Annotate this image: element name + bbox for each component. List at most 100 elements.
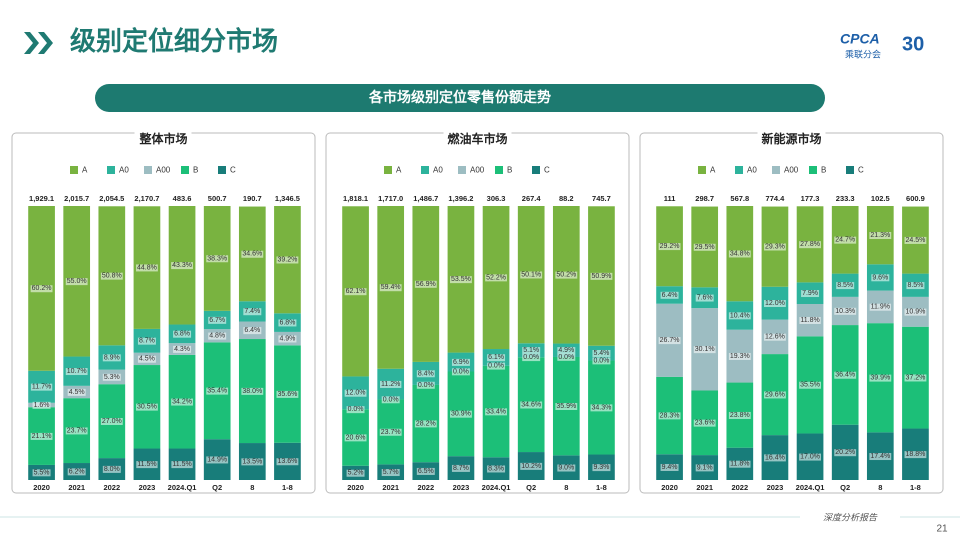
- value-label-bg: [799, 453, 821, 461]
- value-label: 8.3%: [488, 465, 504, 472]
- legend-swatch: [181, 166, 189, 174]
- value-label: 24.7%: [835, 237, 855, 244]
- value-label: 13.5%: [242, 458, 262, 465]
- value-label: 0.0%: [488, 363, 504, 370]
- total-label: 298.7: [695, 194, 714, 203]
- x-tick-label: 2021: [68, 483, 85, 492]
- value-label: 35.4%: [207, 388, 227, 395]
- value-label: 10.2%: [521, 463, 541, 470]
- value-label-bg: [592, 357, 611, 365]
- value-label: 0.0%: [523, 354, 539, 361]
- value-label: 5.3%: [104, 374, 120, 381]
- value-label: 52.2%: [486, 274, 506, 281]
- anniversary: 30: [902, 33, 924, 55]
- value-label: 33.4%: [486, 408, 506, 415]
- value-label: 10.3%: [835, 308, 855, 315]
- value-label: 59.4%: [381, 284, 401, 291]
- legend-swatch: [698, 166, 706, 174]
- value-label-bg: [32, 469, 51, 477]
- value-label-bg: [520, 462, 543, 470]
- value-label-bg: [728, 352, 751, 360]
- value-label: 11.5%: [172, 461, 191, 468]
- value-label: 6.4%: [662, 292, 678, 299]
- x-tick-label: 2021: [696, 483, 713, 492]
- value-label: 17.4%: [870, 453, 890, 460]
- value-label: 5.7%: [383, 469, 399, 476]
- value-label: 0.0%: [418, 382, 434, 389]
- value-label: 11.8%: [800, 317, 819, 324]
- value-label-bg: [67, 468, 86, 476]
- value-label-bg: [799, 381, 821, 389]
- value-label-bg: [416, 370, 435, 378]
- value-label: 24.5%: [906, 237, 926, 244]
- x-tick-label: 2024.Q1: [168, 483, 197, 492]
- value-label-bg: [65, 368, 88, 376]
- value-label: 12.6%: [765, 334, 785, 341]
- legend-label: A: [710, 166, 716, 175]
- value-label: 36.4%: [835, 372, 855, 379]
- x-tick-label: 1-8: [596, 483, 607, 492]
- value-label-bg: [764, 300, 786, 308]
- value-label-bg: [487, 465, 506, 473]
- value-label: 5.1%: [523, 347, 539, 354]
- total-label: 483.6: [173, 194, 192, 203]
- value-label: 10.7%: [67, 368, 87, 375]
- value-label: 30.9%: [451, 411, 471, 418]
- value-label: 44.8%: [137, 264, 157, 271]
- value-label: 34.8%: [730, 250, 750, 257]
- value-label: 18.8%: [906, 451, 926, 458]
- value-label-bg: [658, 243, 681, 251]
- total-label: 1,717.0: [378, 194, 403, 203]
- value-label: 5.4%: [593, 350, 609, 357]
- value-label: 28.3%: [660, 412, 680, 419]
- value-label-bg: [278, 319, 297, 327]
- title-icon: [24, 32, 53, 54]
- value-label-bg: [695, 464, 714, 472]
- value-label: 27.8%: [800, 241, 820, 248]
- value-label: 30.5%: [137, 404, 157, 411]
- legend-label: C: [544, 166, 550, 175]
- value-label: 5.5%: [34, 469, 50, 476]
- value-label: 4.8%: [209, 333, 225, 340]
- legend-swatch: [384, 166, 392, 174]
- total-label: 500.7: [208, 194, 227, 203]
- value-label: 9.6%: [872, 274, 888, 281]
- value-label-bg: [173, 345, 192, 353]
- total-label: 233.3: [836, 194, 855, 203]
- value-label: 9.0%: [558, 465, 574, 472]
- value-label: 8.5%: [837, 282, 853, 289]
- value-label-bg: [102, 354, 121, 362]
- value-label: 50.1%: [521, 271, 541, 278]
- value-label: 14.9%: [207, 456, 227, 463]
- value-label-bg: [557, 347, 576, 355]
- value-label: 19.3%: [730, 353, 750, 360]
- value-label-bg: [381, 469, 400, 477]
- legend-label: A00: [470, 166, 485, 175]
- value-label: 8.7%: [453, 465, 469, 472]
- chart-title: 燃油车市场: [447, 131, 507, 146]
- x-tick-label: 8: [878, 483, 882, 492]
- total-label: 1,396.2: [448, 194, 473, 203]
- value-label: 7.9%: [802, 290, 818, 297]
- value-label-bg: [660, 291, 679, 299]
- value-label: 21.1%: [32, 433, 52, 440]
- value-label: 0.0%: [558, 354, 574, 361]
- x-tick-label: 2022: [103, 483, 120, 492]
- x-tick-label: Q2: [526, 483, 536, 492]
- chart-title: 新能源市场: [761, 131, 821, 146]
- value-label-bg: [346, 406, 365, 414]
- value-label: 29.3%: [765, 243, 785, 250]
- total-label: 774.4: [766, 194, 786, 203]
- value-label: 9.3%: [593, 464, 609, 471]
- value-label-bg: [100, 272, 123, 280]
- value-label-bg: [590, 404, 613, 412]
- title-bg: [134, 131, 192, 135]
- value-label: 35.6%: [278, 391, 298, 398]
- total-label: 1,929.1: [29, 194, 54, 203]
- charts: 整体市场 A A0 A00 B C 2020 1,929.1 5.5% 21.1% 1.6% 11.7…: [11, 131, 944, 494]
- value-label-bg: [906, 282, 925, 290]
- value-label-bg: [30, 383, 53, 391]
- value-label: 11.7%: [32, 384, 51, 391]
- value-label-bg: [206, 255, 229, 263]
- value-label-bg: [520, 401, 543, 409]
